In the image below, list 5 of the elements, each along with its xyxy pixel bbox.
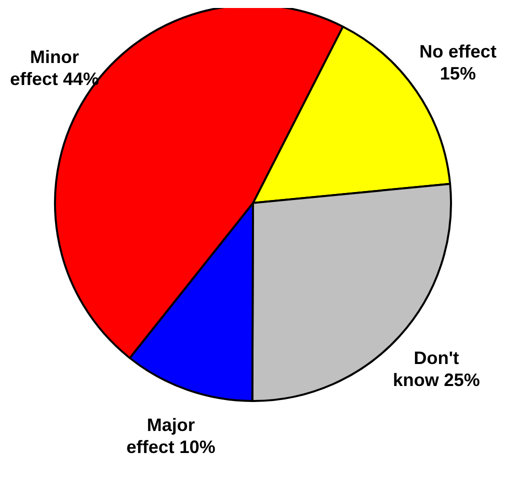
slice-label: No effect (419, 41, 496, 62)
slice-label: Minor effect 44% (10, 46, 100, 89)
slice-label: Major effect 10% (126, 414, 216, 457)
slice-label: Don't know 25% (392, 348, 480, 390)
data-label: 15% (440, 63, 476, 84)
